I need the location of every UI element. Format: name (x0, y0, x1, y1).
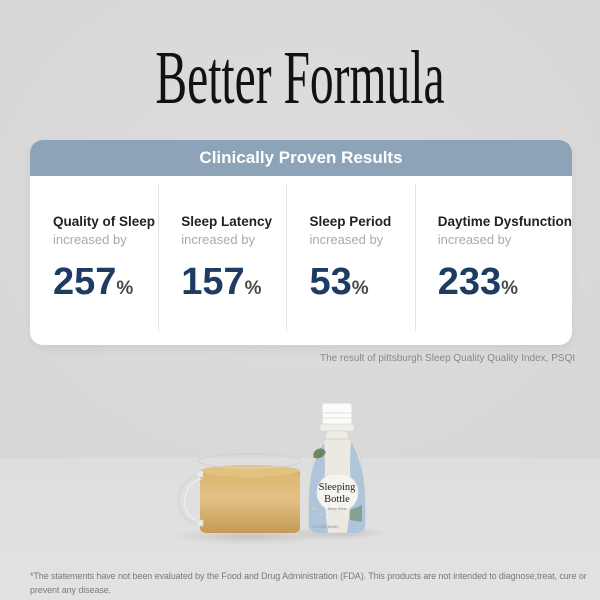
svg-text:1 FL OZ (100ML): 1 FL OZ (100ML) (313, 525, 340, 529)
svg-text:Sleep Drink: Sleep Drink (328, 507, 347, 511)
svg-text:Sleeping: Sleeping (319, 482, 356, 493)
svg-text:Bottle: Bottle (324, 494, 350, 505)
